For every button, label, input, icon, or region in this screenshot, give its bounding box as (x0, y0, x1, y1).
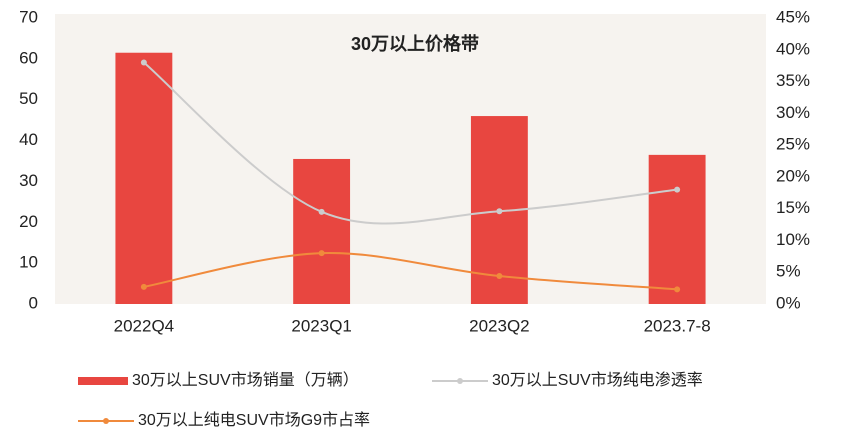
line-marker (140, 59, 147, 66)
legend-swatch (78, 377, 128, 385)
line-marker (496, 208, 503, 215)
y2-tick-label: 40% (776, 39, 810, 58)
legend-label: 30万以上SUV市场纯电渗透率 (492, 371, 703, 389)
plot-area (55, 14, 766, 304)
y-tick-label: 30 (19, 171, 38, 190)
legend-label: 30万以上纯电SUV市场G9市占率 (138, 411, 370, 429)
y2-tick-label: 35% (776, 71, 810, 90)
y2-tick-label: 10% (776, 230, 810, 249)
y2-tick-label: 15% (776, 198, 810, 217)
line (143, 61, 678, 225)
y-tick-label: 70 (19, 7, 38, 26)
line-marker (674, 186, 681, 193)
x-tick-label: 2023Q2 (469, 316, 530, 335)
line-marker (674, 286, 681, 293)
y-tick-label: 60 (19, 48, 38, 67)
y2-tick-label: 30% (776, 103, 810, 122)
line (143, 252, 678, 291)
line-marker (496, 273, 503, 280)
y2-tick-label: 0% (776, 293, 801, 312)
x-tick-label: 2022Q4 (114, 316, 175, 335)
bar (293, 158, 351, 304)
x-tick-label: 2023Q1 (291, 316, 352, 335)
y2-tick-label: 25% (776, 135, 810, 154)
legend-swatch-marker (457, 378, 463, 384)
bar (115, 52, 173, 304)
y2-tick-label: 20% (776, 166, 810, 185)
line-marker (318, 250, 325, 257)
legend-label: 30万以上SUV市场销量（万辆） (132, 371, 359, 389)
legend-swatch-marker (103, 418, 109, 424)
y-tick-label: 50 (19, 89, 38, 108)
bar (648, 154, 706, 304)
y-tick-label: 20 (19, 212, 38, 231)
line-marker (140, 283, 147, 290)
y2-tick-label: 45% (776, 7, 810, 26)
x-tick-label: 2023.7-8 (644, 316, 711, 335)
chart-title: 30万以上价格带 (351, 33, 479, 54)
line-marker (318, 208, 325, 215)
y-tick-label: 0 (29, 293, 38, 312)
y-tick-label: 40 (19, 130, 38, 149)
y-tick-label: 10 (19, 253, 38, 272)
y2-tick-label: 5% (776, 262, 801, 281)
